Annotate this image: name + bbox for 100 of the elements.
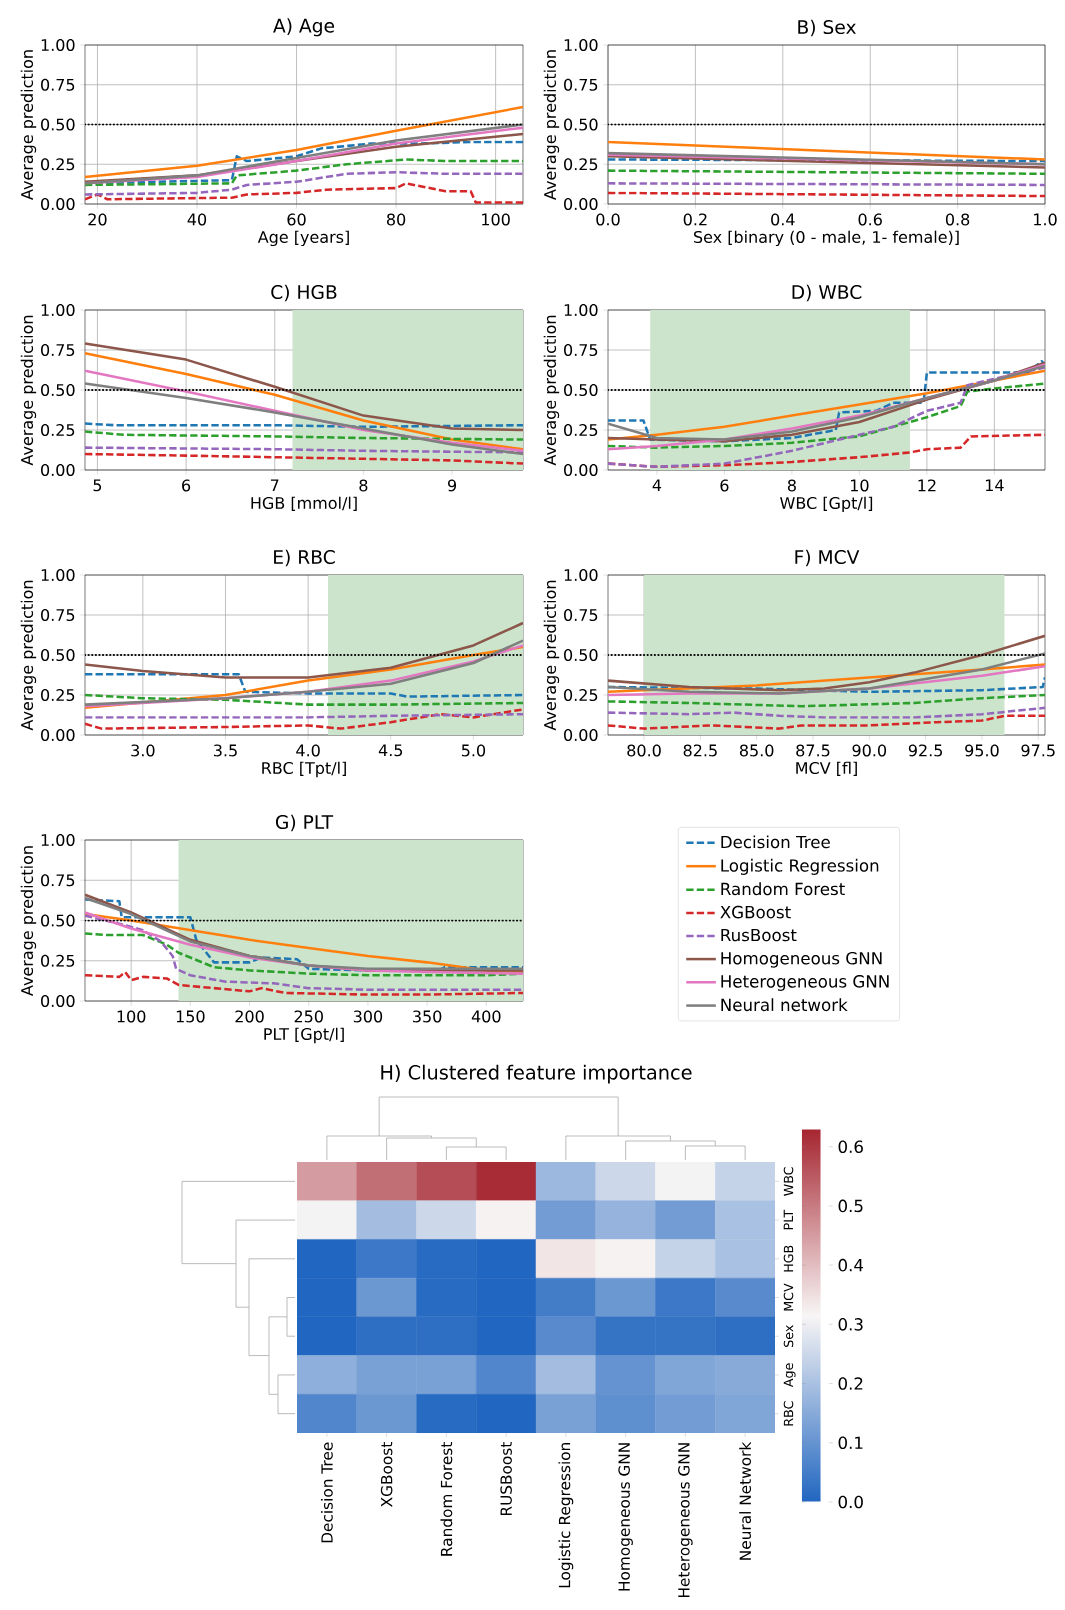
legend-label: Random Forest: [721, 882, 845, 896]
y-tick-label: 0.50: [41, 648, 75, 662]
y-tick-label: 1.00: [564, 568, 598, 582]
legend-label: Decision Tree: [721, 835, 830, 849]
legend-label: XGBoost: [720, 905, 791, 919]
x-tick-label: 85.0: [739, 744, 774, 757]
y-tick-label: 0.00: [564, 463, 598, 477]
color-bar-label: 0.1: [838, 1436, 863, 1450]
y-tick-label: 0.50: [564, 118, 598, 131]
legend-label: Homogeneous GNN: [721, 951, 882, 968]
chart-title: C) HGB: [271, 284, 337, 302]
y-tick-label: Age: [783, 1363, 796, 1388]
legend-label: Heterogeneous GNN: [721, 975, 889, 991]
y-tick-label: 0.00: [41, 728, 75, 742]
x-axis-title: Sex [binary (0 - male, 1- female)]: [694, 230, 959, 247]
y-axis-title: Average prediction: [20, 50, 37, 200]
x-tick-label: 0.6: [858, 213, 882, 226]
y-tick-label: 0.25: [41, 688, 75, 702]
x-tick-label: Logistic Regression: [558, 1443, 574, 1588]
y-tick-label: 0.75: [564, 608, 598, 622]
x-axis-title: Age [years]: [257, 230, 349, 247]
x-tick-label: Neural Network: [739, 1441, 752, 1560]
y-tick-label: PLT: [783, 1209, 793, 1230]
y-tick-label: 0.25: [564, 688, 598, 702]
x-tick-label: 20: [88, 213, 107, 226]
x-tick-label: 200: [235, 1010, 264, 1023]
x-tick-label: 9: [447, 479, 457, 492]
x-tick-label: 97.5: [1021, 744, 1055, 757]
x-tick-label: 400: [471, 1010, 501, 1023]
x-tick-label: XGBoost: [380, 1442, 393, 1507]
y-tick-label: 1.00: [564, 38, 598, 52]
y-axis-title: Average prediction: [20, 846, 37, 996]
y-tick-label: 0.00: [564, 197, 598, 211]
chart-title: F) MCV: [795, 549, 860, 567]
x-axis-title: WBC [Gpt/l]: [780, 496, 873, 513]
x-tick-label: 250: [294, 1010, 323, 1023]
y-tick-label: 0.00: [564, 728, 598, 742]
color-bar-label: 0.5: [838, 1199, 863, 1213]
x-tick-label: 1.0: [1034, 213, 1057, 226]
x-tick-label: 3.5: [213, 744, 237, 757]
color-bar-label: 0.4: [838, 1258, 864, 1272]
x-tick-label: 100: [482, 213, 510, 226]
y-tick-label: WBC: [783, 1167, 794, 1196]
x-tick-label: Homogeneous GNN: [618, 1443, 633, 1591]
x-axis-title: RBC [Tpt/l]: [262, 761, 346, 778]
y-tick-label: 0.75: [41, 874, 75, 887]
y-tick-label: Sex: [783, 1325, 794, 1347]
x-tick-label: 0.0: [596, 213, 620, 226]
y-tick-label: 0.75: [41, 608, 75, 622]
x-tick-label: 95.0: [965, 744, 999, 757]
y-tick-label: 0.75: [41, 343, 75, 357]
x-tick-label: 350: [413, 1010, 442, 1023]
chart-title: H) Clustered feature importance: [381, 1064, 692, 1084]
y-axis-title: Average prediction: [543, 580, 560, 731]
y-tick-label: 0.50: [41, 914, 75, 927]
y-tick-label: 1.00: [41, 38, 75, 52]
x-tick-label: 3.0: [131, 744, 155, 757]
chart-title: B) Sex: [798, 19, 856, 37]
x-tick-label: 10: [850, 479, 869, 492]
y-tick-label: 0.25: [41, 158, 75, 171]
y-tick-label: 0.00: [41, 463, 75, 477]
y-tick-label: 0.75: [564, 78, 598, 91]
y-tick-label: 0.25: [41, 423, 75, 437]
x-tick-label: 6: [182, 479, 191, 492]
x-tick-label: 300: [353, 1010, 383, 1023]
x-tick-label: 0.2: [683, 213, 707, 226]
x-tick-label: 8: [359, 479, 368, 492]
y-tick-label: 1.00: [41, 568, 75, 582]
y-tick-label: 0.75: [564, 343, 598, 357]
y-axis-title: Average prediction: [543, 315, 560, 466]
legend-label: Neural network: [721, 998, 848, 1012]
x-tick-label: 80: [386, 213, 406, 226]
x-tick-label: 40: [187, 213, 207, 226]
x-tick-label: 60: [287, 213, 306, 226]
chart-title: A) Age: [273, 18, 335, 37]
y-tick-label: 0.00: [41, 197, 75, 211]
y-axis-title: Average prediction: [20, 580, 37, 731]
color-bar-label: 0.2: [838, 1377, 863, 1390]
y-tick-label: 0.50: [41, 118, 75, 131]
y-tick-label: 1.00: [41, 303, 75, 317]
chart-title: E) RBC: [274, 549, 335, 567]
y-tick-label: 0.00: [41, 994, 75, 1008]
x-tick-label: 6: [720, 479, 729, 492]
x-tick-label: RUSBoost: [500, 1442, 512, 1516]
x-tick-label: 150: [176, 1010, 205, 1023]
chart-title: G) PLT: [275, 814, 334, 832]
x-axis-title: HGB [mmol/l]: [251, 496, 357, 511]
x-tick-label: 5.0: [461, 744, 486, 757]
legend-label: Logistic Regression: [721, 858, 879, 875]
color-bar-label: 0.6: [838, 1140, 863, 1154]
y-tick-label: 0.50: [564, 383, 598, 397]
y-tick-label: 0.50: [41, 383, 75, 397]
x-tick-label: 90.0: [852, 744, 887, 757]
x-tick-label: 7: [270, 479, 279, 492]
x-tick-label: Random Forest: [440, 1442, 453, 1556]
x-tick-label: 5: [93, 479, 102, 492]
x-tick-label: Decision Tree: [320, 1442, 333, 1543]
y-tick-label: 1.00: [41, 833, 75, 847]
y-tick-label: RBC: [783, 1401, 794, 1426]
y-axis-title: Average prediction: [543, 50, 560, 200]
